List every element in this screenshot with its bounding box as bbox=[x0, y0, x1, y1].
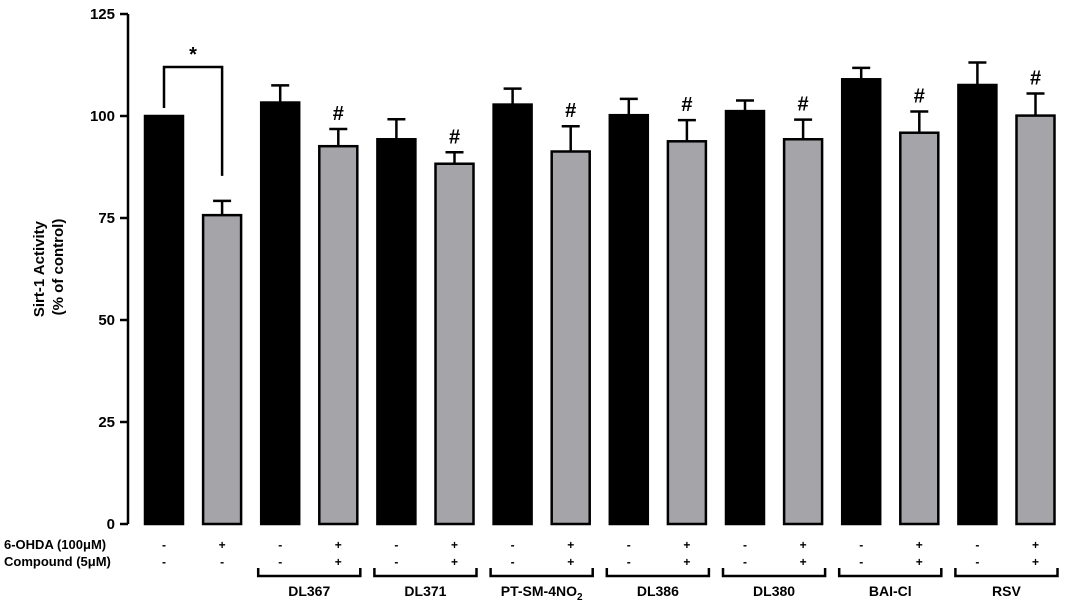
significance-hash: # bbox=[333, 103, 344, 125]
significance-hash: # bbox=[914, 86, 925, 108]
condition-sign: + bbox=[916, 555, 923, 569]
condition-row-label: 6-OHDA (100μM) bbox=[4, 537, 106, 552]
condition-row-label: Compound (5μM) bbox=[4, 554, 111, 569]
condition-sign: - bbox=[394, 555, 398, 569]
bar bbox=[666, 140, 708, 526]
y-tick-label: 0 bbox=[107, 516, 115, 533]
group-bracket bbox=[373, 568, 478, 578]
bar bbox=[957, 83, 998, 526]
y-tick-label: 125 bbox=[90, 6, 115, 23]
condition-sign: - bbox=[627, 555, 631, 569]
bar bbox=[259, 101, 301, 526]
condition-sign: - bbox=[278, 555, 282, 569]
significance-hash: # bbox=[1030, 68, 1041, 90]
condition-sign: + bbox=[219, 538, 226, 552]
group-label: PT-SM-4NO2 bbox=[501, 583, 583, 603]
bar bbox=[201, 213, 243, 526]
condition-sign: + bbox=[916, 538, 923, 552]
bar bbox=[550, 150, 591, 526]
y-tick-label: 25 bbox=[98, 414, 115, 431]
condition-sign: + bbox=[683, 555, 690, 569]
condition-sign: + bbox=[335, 555, 342, 569]
significance-hash: # bbox=[449, 126, 460, 148]
significance-bracket bbox=[162, 65, 224, 176]
group-label: RSV bbox=[992, 583, 1021, 599]
annotations: # # # # # # # * bbox=[162, 44, 1041, 176]
condition-sign: + bbox=[567, 538, 574, 552]
y-tick-label: 75 bbox=[98, 210, 115, 227]
group-label: DL386 bbox=[637, 583, 679, 599]
condition-sign: - bbox=[975, 538, 979, 552]
group-bracket bbox=[256, 568, 362, 578]
bar bbox=[318, 144, 359, 526]
bar bbox=[376, 138, 417, 526]
bar bbox=[608, 113, 650, 526]
condition-sign: - bbox=[743, 555, 747, 569]
bar bbox=[724, 109, 766, 526]
bar bbox=[143, 114, 185, 526]
y-axis: 0 25 50 75 100 125 bbox=[90, 6, 130, 533]
condition-sign: - bbox=[743, 538, 747, 552]
group-label: DL380 bbox=[753, 583, 795, 599]
condition-sign: - bbox=[511, 538, 515, 552]
group-bracket bbox=[489, 568, 594, 578]
condition-sign: - bbox=[220, 555, 224, 569]
condition-sign: - bbox=[511, 555, 515, 569]
condition-sign: + bbox=[683, 538, 690, 552]
condition-sign: - bbox=[975, 555, 979, 569]
condition-table: 6-OHDA (100μM) - + - + - + - + - + - + - + - + Compound (… bbox=[4, 537, 1039, 569]
bar bbox=[899, 131, 940, 526]
condition-sign: + bbox=[567, 555, 574, 569]
bar bbox=[492, 103, 533, 526]
condition-sign: - bbox=[859, 555, 863, 569]
significance-hash: # bbox=[565, 100, 576, 122]
condition-sign: - bbox=[278, 538, 282, 552]
condition-sign: + bbox=[451, 555, 458, 569]
group-label: BAI-Cl bbox=[869, 583, 912, 599]
group-bracket bbox=[837, 568, 943, 578]
group-bracket bbox=[605, 568, 711, 578]
y-tick-label: 100 bbox=[90, 108, 115, 125]
significance-hash: # bbox=[798, 94, 809, 116]
group-bracket bbox=[954, 568, 1059, 578]
condition-sign: - bbox=[627, 538, 631, 552]
bar bbox=[840, 78, 882, 526]
bar bbox=[782, 138, 824, 526]
group-label: DL367 bbox=[288, 583, 330, 599]
bars bbox=[143, 61, 1056, 526]
y-tick-label: 50 bbox=[98, 312, 115, 329]
significance-hash: # bbox=[681, 94, 692, 116]
condition-sign: + bbox=[800, 538, 807, 552]
compound-groups: DL367 DL371 PT-SM-4NO2 DL386 DL380 BAI-Cl RSV bbox=[256, 568, 1059, 603]
condition-sign: + bbox=[335, 538, 342, 552]
condition-sign: + bbox=[1032, 538, 1039, 552]
condition-sign: - bbox=[859, 538, 863, 552]
y-axis-label-line-2: (% of control) bbox=[50, 219, 67, 316]
group-bracket bbox=[721, 568, 827, 578]
condition-sign: + bbox=[800, 555, 807, 569]
y-axis-label-line-1: Sirt-1 Activity bbox=[31, 220, 48, 317]
condition-sign: + bbox=[451, 538, 458, 552]
y-axis-label: Sirt-1 Activity (% of control) bbox=[31, 217, 67, 317]
bar bbox=[1015, 114, 1056, 526]
group-label: DL371 bbox=[404, 583, 446, 599]
condition-sign: + bbox=[1032, 555, 1039, 569]
condition-sign: - bbox=[162, 538, 166, 552]
bar bbox=[434, 162, 475, 526]
condition-sign: - bbox=[394, 538, 398, 552]
significance-star: * bbox=[189, 44, 197, 66]
condition-sign: - bbox=[162, 555, 166, 569]
